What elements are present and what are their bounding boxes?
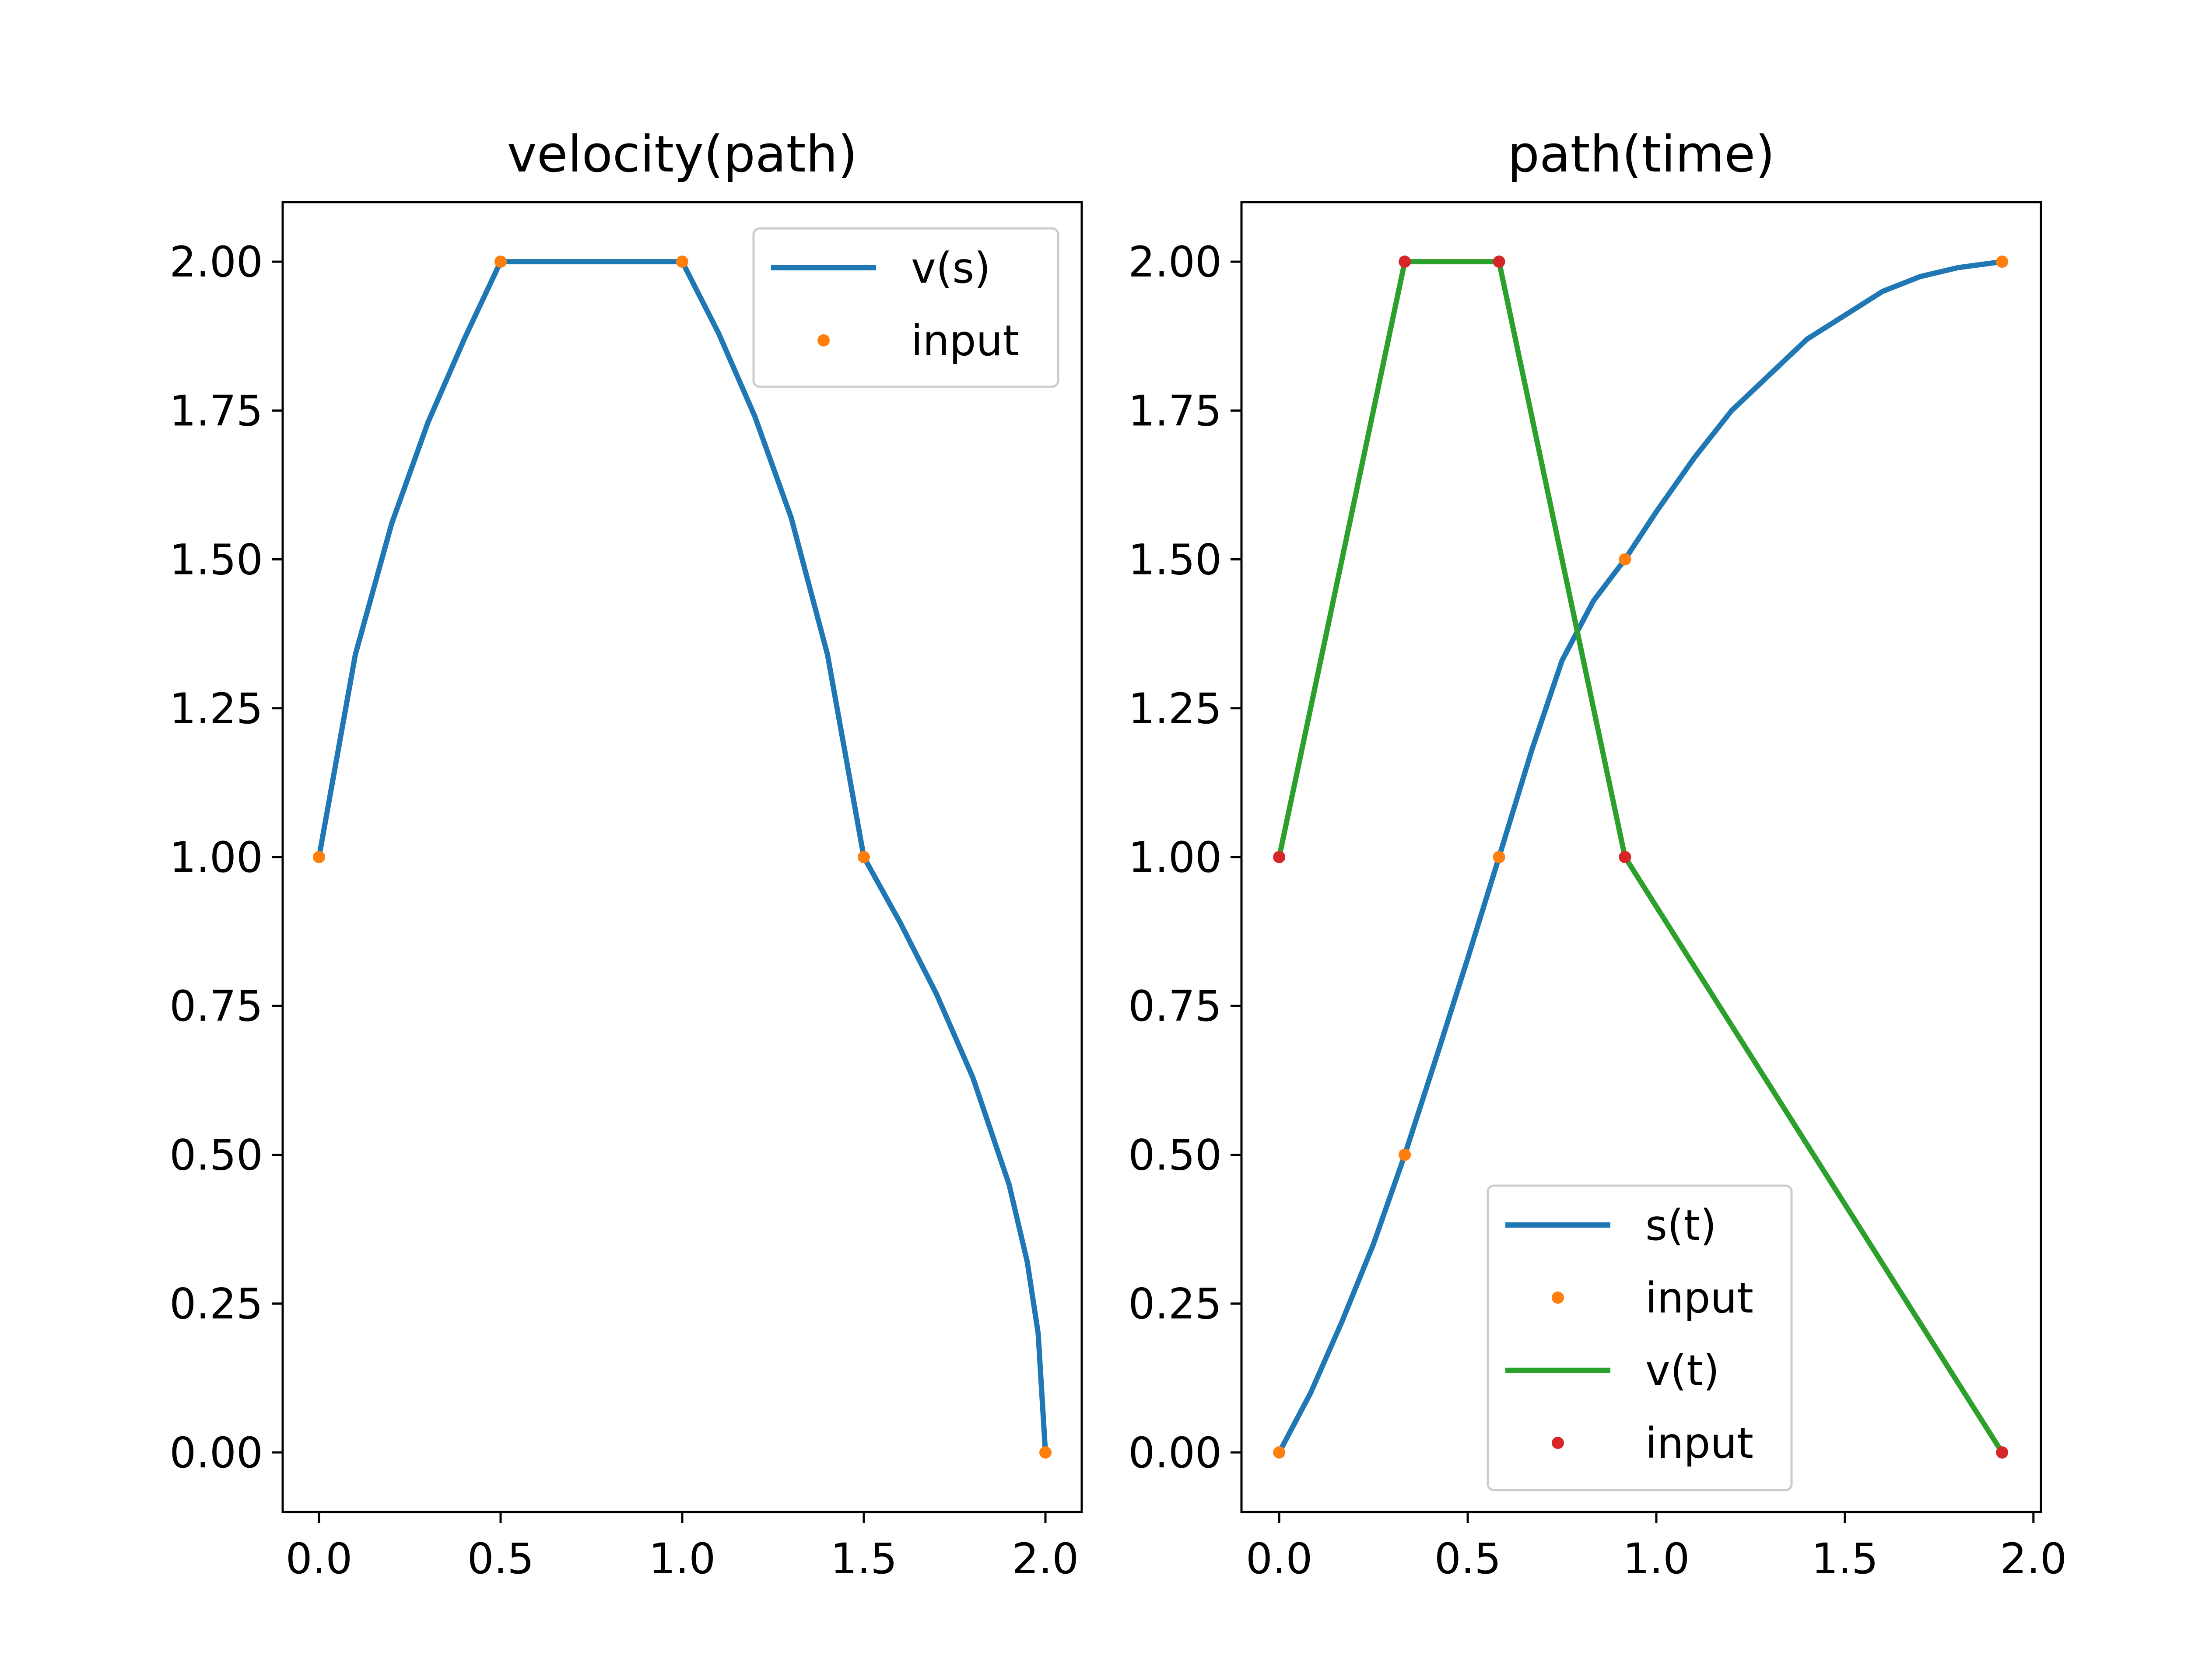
y-tick-label: 1.00 [169,833,263,882]
input-point [1493,256,1505,268]
y-tick-label: 0.00 [169,1428,263,1477]
legend-marker-swatch [817,334,830,346]
chart-velocity-path: velocity(path) 0.0 0.5 1.0 1.5 2.0 0.00 0.25 0.5… [169,125,1083,1583]
y-tick-label: 1.00 [1128,833,1222,882]
y-tick-label: 1.50 [169,536,263,584]
input-point [676,256,688,268]
y-tick-label: 1.50 [1128,536,1222,584]
x-tick-label: 1.5 [831,1534,898,1583]
y-tick-label: 1.25 [169,684,263,733]
x-tick-label: 0.5 [1434,1534,1501,1583]
input-point [1619,851,1631,863]
y-tick-label: 0.25 [1128,1280,1222,1329]
x-tick-label: 1.0 [1623,1534,1690,1583]
input-point [1273,851,1286,863]
input-point [1399,1148,1411,1161]
y-tick-label: 0.75 [1128,982,1222,1031]
input-point [1039,1446,1052,1459]
x-tick-label: 0.0 [1246,1534,1313,1583]
y-tick-label: 1.25 [1128,684,1222,733]
legend: v(s) input [752,227,1059,388]
y-tick-label: 1.75 [1128,386,1222,435]
input-point [1619,553,1631,566]
y-tick-label: 0.75 [169,982,263,1031]
legend-marker-swatch [1552,1437,1564,1449]
input-point [1996,256,2009,268]
x-tick-label: 1.5 [1812,1534,1879,1583]
chart-title: velocity(path) [507,125,858,184]
legend-label: input [911,316,1019,365]
legend-box [1487,1184,1793,1491]
legend: s(t) input v(t) input [1487,1184,1793,1491]
input-point [494,256,507,268]
legend-label: s(t) [1645,1201,1717,1250]
series-line-vs [316,259,1048,1453]
input-point [1399,256,1411,268]
chart-title: path(time) [1508,125,1775,184]
y-tick-label: 1.75 [169,386,263,435]
legend-label: v(t) [1645,1346,1719,1395]
y-tick-label: 0.25 [169,1280,263,1329]
y-tick-label: 0.00 [1128,1428,1222,1477]
x-tick-label: 0.5 [467,1534,534,1583]
x-tick-label: 2.0 [1012,1534,1079,1583]
input-point [1493,851,1505,863]
y-tick-label: 2.00 [169,238,263,287]
x-tick-label: 2.0 [2000,1534,2067,1583]
input-point [858,851,870,863]
legend-marker-swatch [1552,1292,1564,1304]
chart-path-time: path(time) 0.0 0.5 1.0 1.5 2.0 0.00 0.25 0.50 0.7… [1128,125,2067,1583]
input-point [313,851,325,863]
legend-label: v(s) [911,244,991,293]
x-tick-label: 1.0 [649,1534,716,1583]
legend-label: input [1645,1419,1753,1468]
input-point [1273,1446,1286,1459]
series-line-st [1276,259,2003,1454]
input-point [1996,1446,2009,1459]
y-tick-label: 2.00 [1128,238,1222,287]
y-tick-label: 0.50 [1128,1130,1222,1180]
x-tick-label: 0.0 [286,1534,353,1583]
legend-label: input [1645,1274,1753,1323]
y-tick-label: 0.50 [169,1130,263,1180]
